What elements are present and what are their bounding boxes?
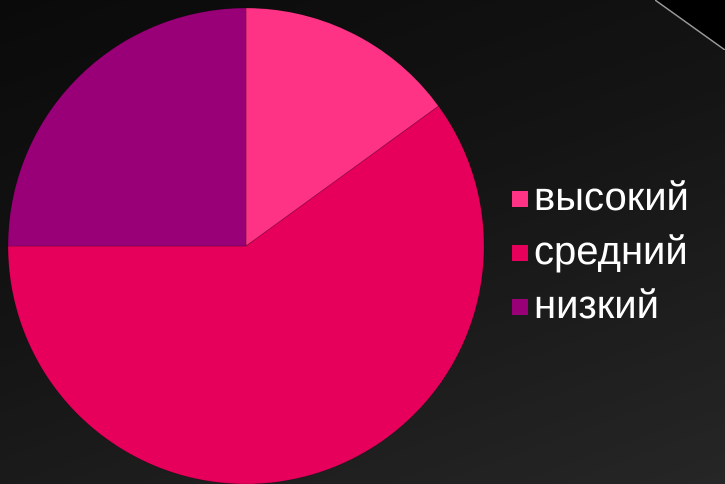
legend-label-1: средний xyxy=(534,229,688,273)
legend-label-2: низкий xyxy=(534,283,659,327)
legend-swatch-1 xyxy=(512,245,528,261)
pie-slice-2 xyxy=(7,7,247,247)
pie-slice-1 xyxy=(7,105,485,484)
legend-label-0: высокий xyxy=(534,175,689,219)
legend-swatch-0 xyxy=(512,191,528,207)
legend-item-1: средний xyxy=(512,224,689,278)
legend-item-2: низкий xyxy=(512,278,689,332)
pie-slice-0 xyxy=(245,7,440,247)
corner-bevel-icon xyxy=(655,0,725,50)
legend-item-0: высокий xyxy=(512,170,689,224)
legend-swatch-2 xyxy=(512,299,528,315)
chart-legend: высокий средний низкий xyxy=(512,170,689,332)
